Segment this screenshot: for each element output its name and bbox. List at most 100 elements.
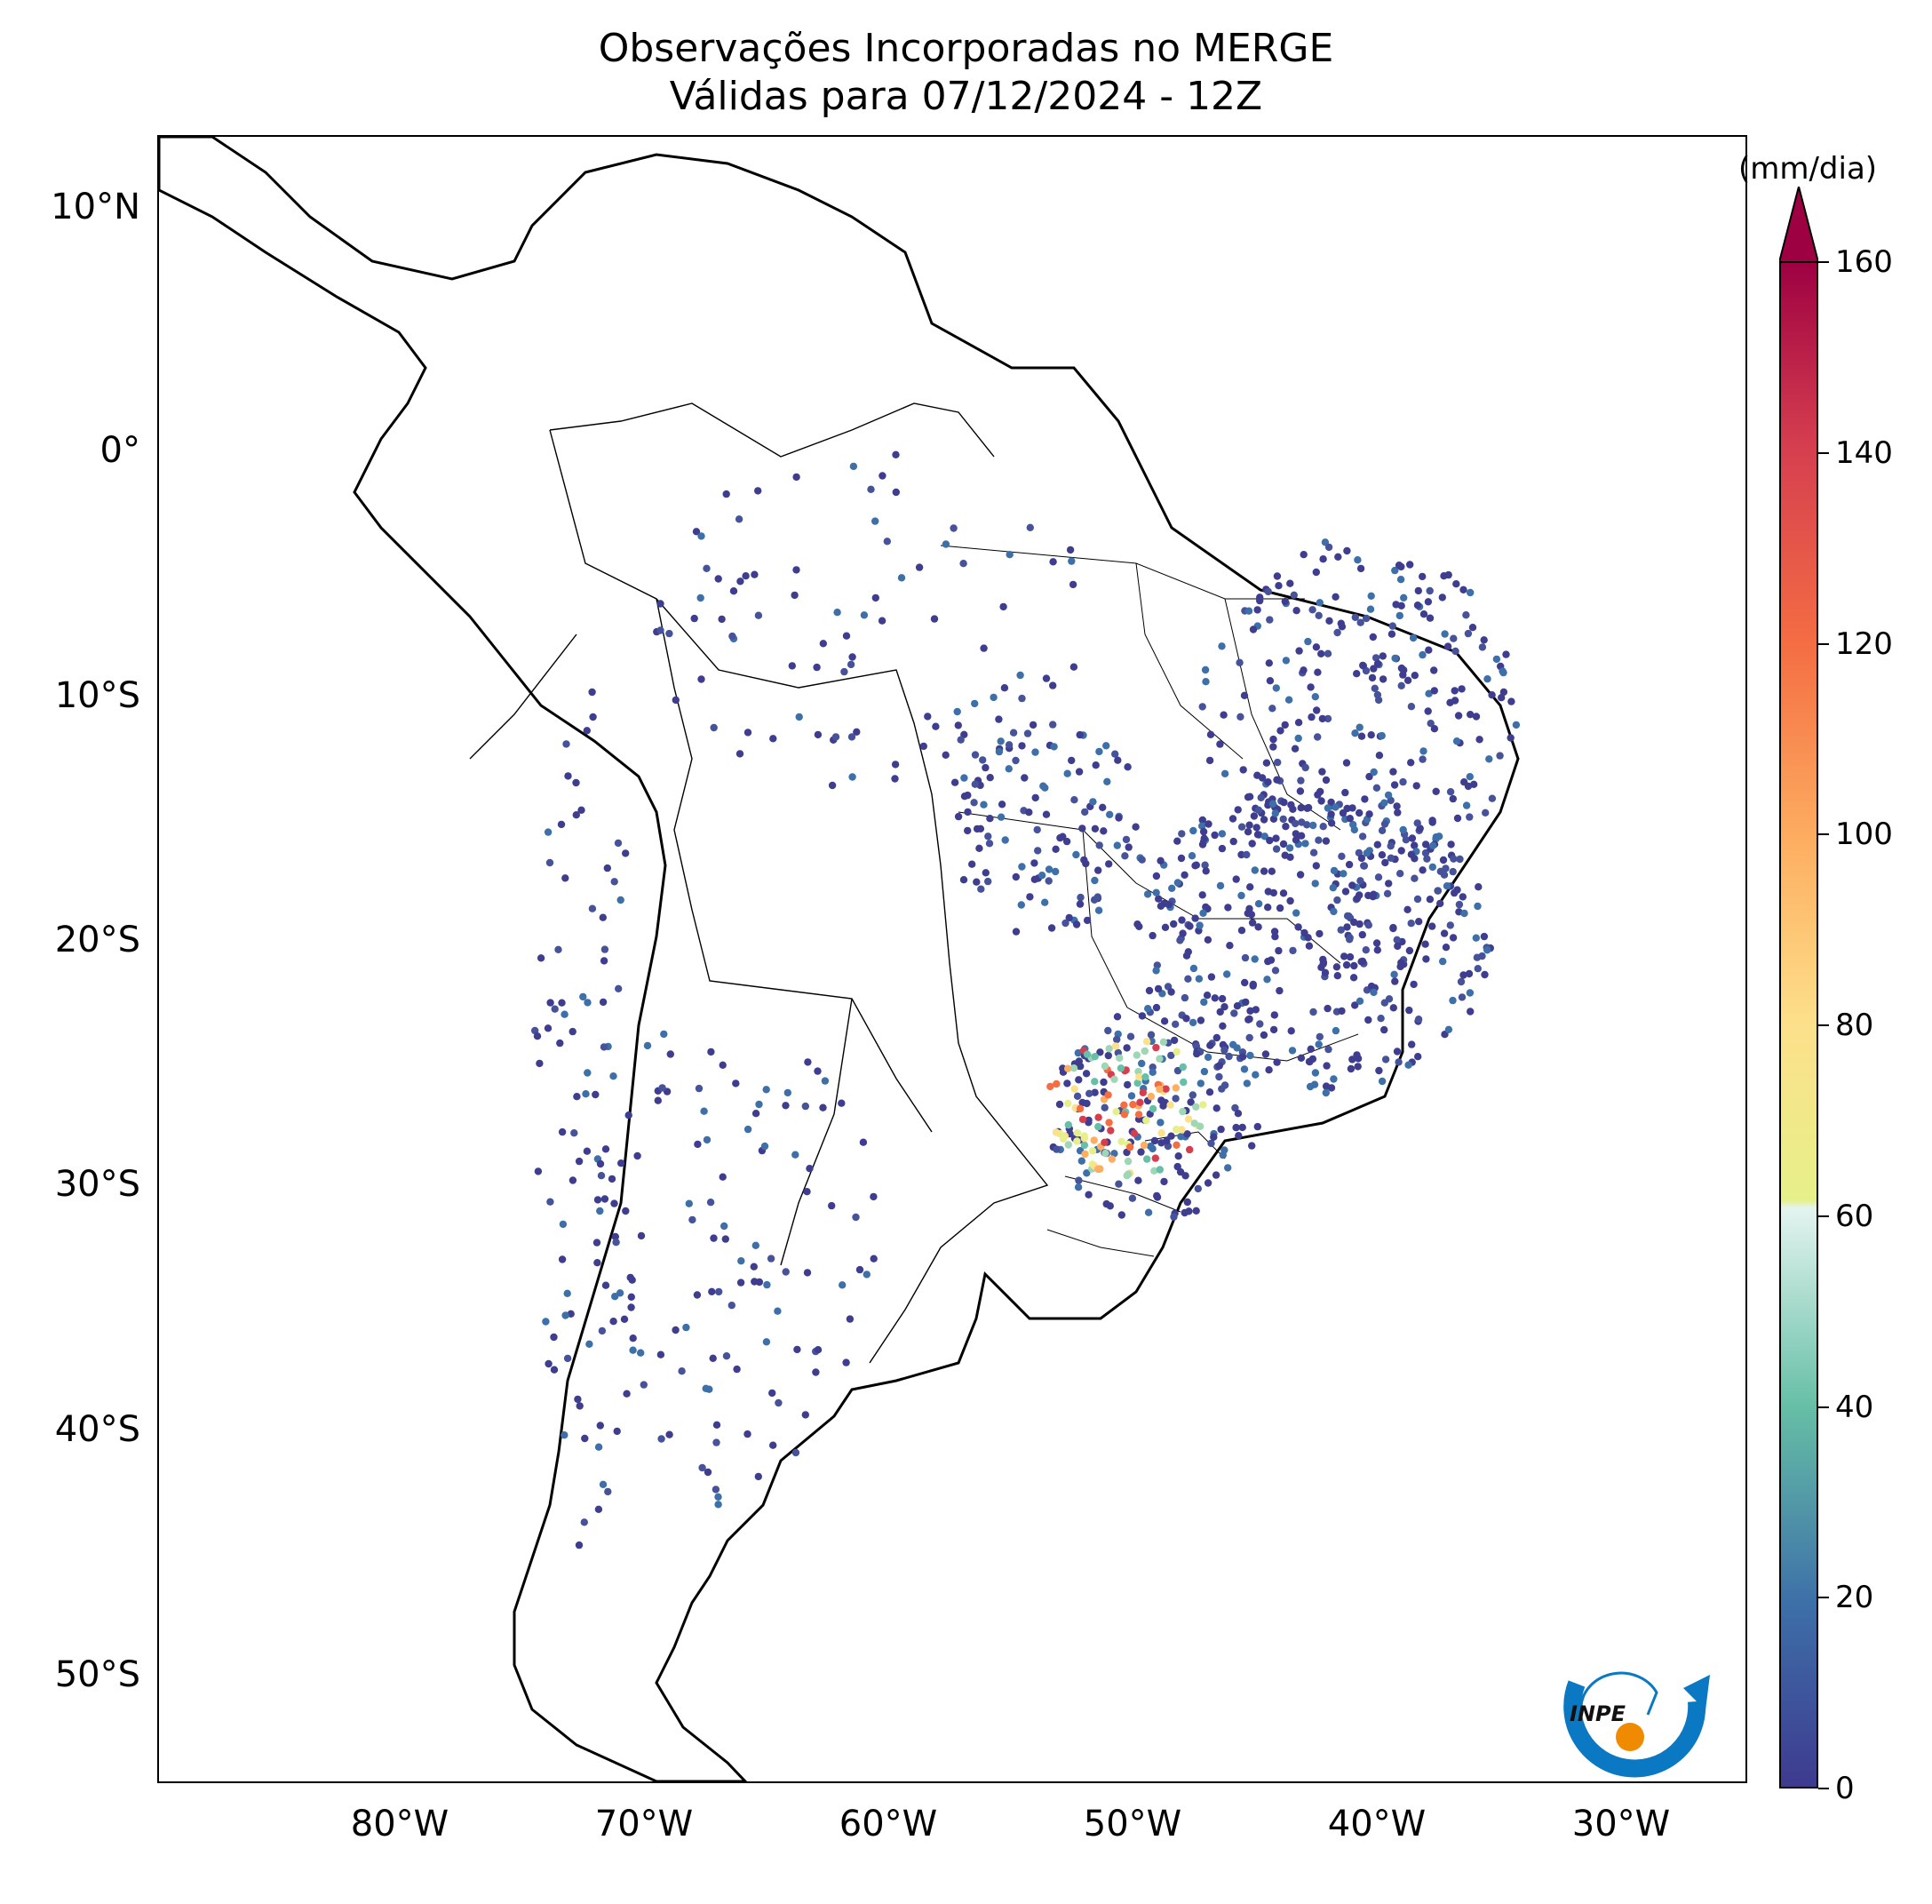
station-point	[1358, 833, 1367, 840]
station-point	[743, 1430, 751, 1438]
station-point	[599, 913, 607, 921]
station-point	[1356, 809, 1364, 817]
station-point	[1073, 1137, 1081, 1145]
station-point	[1243, 1079, 1252, 1087]
station-point	[714, 1493, 722, 1502]
station-point	[1201, 665, 1210, 674]
station-point	[544, 828, 553, 836]
station-point	[964, 808, 972, 817]
station-point	[1212, 1104, 1220, 1112]
station-point	[623, 1390, 631, 1398]
station-point	[1185, 1207, 1193, 1215]
station-point	[847, 733, 856, 741]
station-point	[1178, 916, 1186, 924]
station-point	[1425, 646, 1433, 654]
station-point	[1059, 1135, 1068, 1143]
station-point	[656, 1350, 665, 1358]
station-point	[980, 801, 988, 809]
station-point	[788, 662, 796, 670]
station-point	[1440, 929, 1449, 937]
station-point	[722, 490, 730, 498]
station-point	[1334, 553, 1342, 561]
station-point	[1149, 1068, 1157, 1077]
station-point	[1094, 1113, 1102, 1121]
station-point	[703, 564, 711, 572]
station-point	[593, 1196, 602, 1204]
station-point	[1296, 871, 1305, 879]
station-point	[1322, 837, 1331, 845]
station-point	[604, 1487, 612, 1496]
station-point	[1316, 599, 1324, 607]
station-point	[1300, 666, 1308, 674]
station-point	[1301, 840, 1309, 848]
station-point	[1083, 916, 1092, 925]
station-point	[1346, 815, 1355, 823]
station-point	[1430, 725, 1439, 733]
station-point	[1485, 755, 1493, 763]
station-point	[1142, 1038, 1151, 1046]
station-point	[1025, 809, 1033, 817]
station-point	[1371, 684, 1379, 692]
station-point	[1341, 888, 1350, 896]
station-point	[1483, 946, 1491, 954]
station-point	[828, 1201, 836, 1210]
station-point	[1462, 801, 1471, 809]
station-point	[995, 715, 1003, 723]
station-point	[1049, 721, 1057, 729]
station-point	[1055, 1100, 1064, 1109]
station-point	[643, 1041, 652, 1050]
station-point	[760, 1142, 769, 1151]
station-point	[995, 747, 1004, 756]
station-point	[568, 1027, 576, 1036]
station-point	[1393, 1048, 1402, 1056]
station-point	[1421, 840, 1430, 848]
station-point	[1439, 856, 1448, 864]
station-point	[1424, 598, 1433, 606]
station-point	[1183, 1130, 1191, 1138]
station-point	[1385, 880, 1393, 888]
station-point	[692, 528, 701, 536]
station-point	[577, 806, 585, 814]
station-point	[1211, 831, 1219, 840]
station-point	[1269, 1025, 1278, 1034]
station-point	[574, 1395, 582, 1404]
station-point	[1502, 650, 1510, 658]
station-point	[728, 632, 736, 641]
station-point	[1111, 750, 1119, 758]
station-point	[1439, 957, 1447, 966]
station-point	[1266, 836, 1274, 845]
station-point	[791, 591, 799, 600]
station-point	[1184, 975, 1192, 983]
station-point	[1294, 923, 1302, 931]
colorbar-tick-mark	[1818, 451, 1829, 454]
station-point	[1466, 989, 1475, 997]
station-point	[1318, 714, 1327, 723]
station-point	[1375, 752, 1384, 760]
station-point	[1096, 1048, 1104, 1056]
station-point	[564, 772, 572, 780]
station-point	[562, 740, 570, 748]
station-point	[1145, 986, 1154, 995]
station-point	[1443, 642, 1452, 650]
station-point	[616, 896, 624, 904]
station-point	[1488, 794, 1497, 802]
station-point	[1353, 670, 1361, 678]
station-point	[1289, 946, 1297, 955]
station-point	[585, 1340, 593, 1349]
station-point	[1419, 610, 1428, 618]
station-point	[703, 1135, 712, 1144]
colorbar-tick-label: 20	[1835, 1580, 1874, 1616]
station-point	[624, 1111, 632, 1119]
map-title: Observações Incorporadas no MERGE Válida…	[0, 25, 1932, 121]
station-point	[769, 735, 777, 743]
station-point	[1419, 866, 1427, 874]
station-point	[672, 696, 680, 705]
station-point	[1240, 691, 1249, 699]
station-point	[1188, 852, 1197, 860]
map-panel[interactable]	[157, 135, 1747, 1783]
station-point	[1338, 852, 1346, 860]
station-point	[561, 1431, 568, 1439]
station-point	[1280, 798, 1288, 807]
station-point	[950, 778, 959, 786]
station-point	[1297, 804, 1305, 812]
